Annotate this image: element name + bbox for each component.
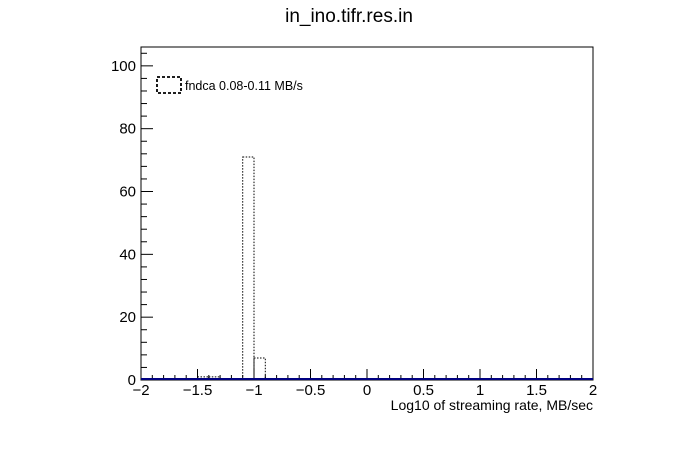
plot-frame: [140, 46, 594, 381]
x-tick-label: −1.5: [183, 382, 213, 399]
x-tick-label: 0: [363, 382, 371, 399]
x-tick-label: 2: [589, 382, 597, 399]
x-axis: −2 −1.5 −1 −0.5 0 0.5 1 1.5 2: [132, 369, 597, 399]
x-tick-label: −0.5: [296, 382, 326, 399]
y-tick-label: 40: [119, 246, 136, 263]
x-tick-label: 1.5: [526, 382, 547, 399]
chart-title: in_ino.tifr.res.in: [285, 6, 413, 27]
histogram-bars: [197, 156, 266, 381]
y-tick-label: 0: [128, 372, 136, 389]
legend-label: fndca 0.08-0.11 MB/s: [185, 79, 303, 93]
legend: fndca 0.08-0.11 MB/s: [156, 76, 303, 94]
y-tick-label: 20: [119, 309, 136, 326]
x-tick-label: −1: [245, 382, 262, 399]
histogram-bar: [253, 357, 266, 381]
y-axis: 0 20 40 60 80 100: [111, 52, 153, 389]
y-tick-label: 100: [111, 58, 136, 75]
histogram-bar: [242, 156, 255, 381]
y-tick-label: 60: [119, 184, 136, 201]
x-tick-label: −2: [132, 382, 149, 399]
legend-swatch: [156, 76, 182, 94]
x-tick-label: 1: [476, 382, 484, 399]
x-tick-label: 0.5: [413, 382, 434, 399]
x-axis-label: Log10 of streaming rate, MB/sec: [391, 397, 593, 413]
y-tick-label: 80: [119, 121, 136, 138]
